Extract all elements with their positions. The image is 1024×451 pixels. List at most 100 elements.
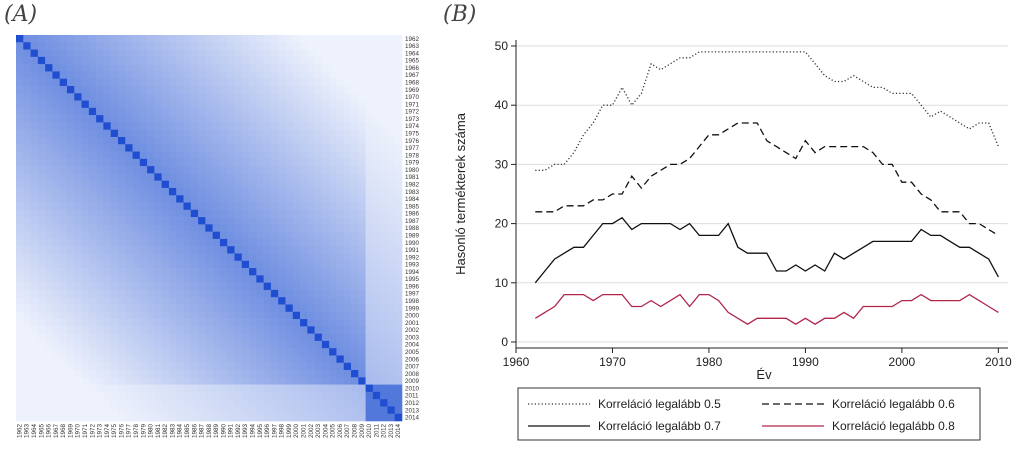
heatmap-cell — [103, 180, 111, 189]
heatmap-col-label: 1998 — [279, 424, 286, 439]
heatmap-cell — [241, 42, 250, 50]
heatmap-cell — [351, 282, 359, 291]
heatmap-cell — [270, 399, 279, 407]
heatmap-cell — [81, 319, 90, 327]
heatmap-cell — [74, 260, 82, 269]
heatmap-cell — [292, 122, 301, 130]
heatmap-cell — [66, 362, 75, 371]
heatmap-cell — [292, 333, 301, 342]
heatmap-cell — [161, 391, 170, 400]
heatmap-cell — [205, 56, 213, 65]
heatmap-cell — [103, 238, 111, 247]
heatmap-cell — [52, 158, 60, 167]
heatmap-cell — [365, 275, 374, 283]
heatmap-col-label: 2008 — [351, 424, 358, 439]
heatmap-cell — [16, 122, 24, 130]
heatmap-cell — [147, 246, 155, 254]
heatmap-cell — [372, 289, 381, 298]
heatmap-cell — [168, 289, 177, 298]
heatmap-cell — [336, 49, 345, 58]
heatmap-cell — [198, 209, 206, 218]
heatmap-cell — [372, 377, 381, 385]
heatmap-cell — [394, 49, 403, 58]
heatmap-cell — [336, 71, 345, 79]
heatmap-cell — [380, 399, 388, 407]
heatmap-cell — [45, 78, 53, 87]
heatmap-cell — [394, 304, 403, 313]
heatmap-cell — [132, 217, 141, 225]
heatmap-cell — [190, 166, 199, 174]
heatmap-cell — [183, 275, 192, 283]
heatmap-cell — [329, 399, 337, 407]
heatmap-cell — [52, 71, 60, 79]
heatmap-cell — [103, 362, 111, 371]
heatmap-cell — [132, 377, 141, 385]
heatmap-cell — [372, 348, 381, 356]
heatmap-cell — [132, 187, 141, 196]
heatmap-cell — [176, 100, 184, 109]
heatmap-cell — [110, 195, 119, 203]
heatmap-cell — [227, 304, 235, 313]
heatmap-cell — [329, 224, 337, 232]
heatmap-cell — [110, 78, 119, 87]
heatmap-cell — [117, 275, 126, 283]
heatmap-cell — [23, 107, 31, 116]
heatmap-cell — [314, 253, 323, 262]
heatmap-cell — [96, 180, 104, 189]
heatmap-cell — [227, 136, 235, 145]
heatmap-cell — [66, 173, 75, 181]
heatmap-cell — [380, 202, 388, 211]
heatmap-cell — [300, 304, 308, 313]
heatmap-cell — [278, 217, 286, 225]
heatmap-cell — [161, 326, 170, 334]
heatmap-cell — [365, 180, 374, 189]
heatmap-cell — [256, 35, 264, 43]
heatmap-cell — [30, 209, 39, 218]
heatmap-cell — [285, 406, 294, 415]
heatmap-cell — [66, 56, 75, 65]
heatmap-cell — [270, 56, 279, 65]
heatmap-cell — [234, 260, 243, 269]
heatmap-cell — [176, 275, 184, 283]
heatmap-cell — [103, 391, 111, 400]
heatmap-cell — [329, 195, 337, 203]
heatmap-cell — [329, 49, 337, 58]
heatmap-cell — [125, 326, 133, 334]
heatmap-cell — [387, 355, 396, 364]
heatmap-cell — [292, 78, 301, 87]
heatmap-cell — [300, 282, 308, 291]
heatmap-cell — [52, 115, 60, 123]
heatmap-cell — [190, 35, 199, 43]
heatmap-cell — [52, 42, 60, 50]
heatmap-cell — [358, 107, 366, 116]
heatmap-cell — [336, 304, 345, 313]
heatmap-cell — [45, 268, 53, 276]
heatmap-cell — [168, 136, 177, 145]
heatmap-cell — [66, 42, 75, 50]
heatmap-cell — [270, 187, 279, 196]
heatmap-cell — [132, 406, 141, 415]
heatmap-cell — [234, 319, 243, 327]
heatmap-cell — [263, 195, 272, 203]
heatmap-cell — [212, 260, 221, 269]
heatmap-cell — [205, 100, 213, 109]
heatmap-cell — [300, 71, 308, 79]
heatmap-cell — [81, 71, 90, 79]
heatmap-cell — [249, 289, 257, 298]
heatmap-cell — [365, 377, 374, 385]
heatmap-row-label: 1983 — [405, 189, 420, 196]
heatmap-cell — [125, 224, 133, 232]
heatmap-cell — [365, 202, 374, 211]
heatmap-cell — [205, 406, 213, 415]
heatmap-cell — [256, 115, 264, 123]
legend-label: Korreláció legalább 0.6 — [832, 397, 955, 411]
heatmap-cell — [380, 319, 388, 327]
heatmap-cell — [168, 340, 177, 349]
heatmap-cell — [314, 384, 323, 393]
heatmap-cell — [380, 304, 388, 313]
heatmap-cell — [292, 238, 301, 247]
heatmap-cell — [343, 122, 352, 130]
heatmap-cell — [321, 413, 330, 422]
heatmap-cell — [314, 231, 323, 240]
heatmap-cell — [270, 115, 279, 123]
